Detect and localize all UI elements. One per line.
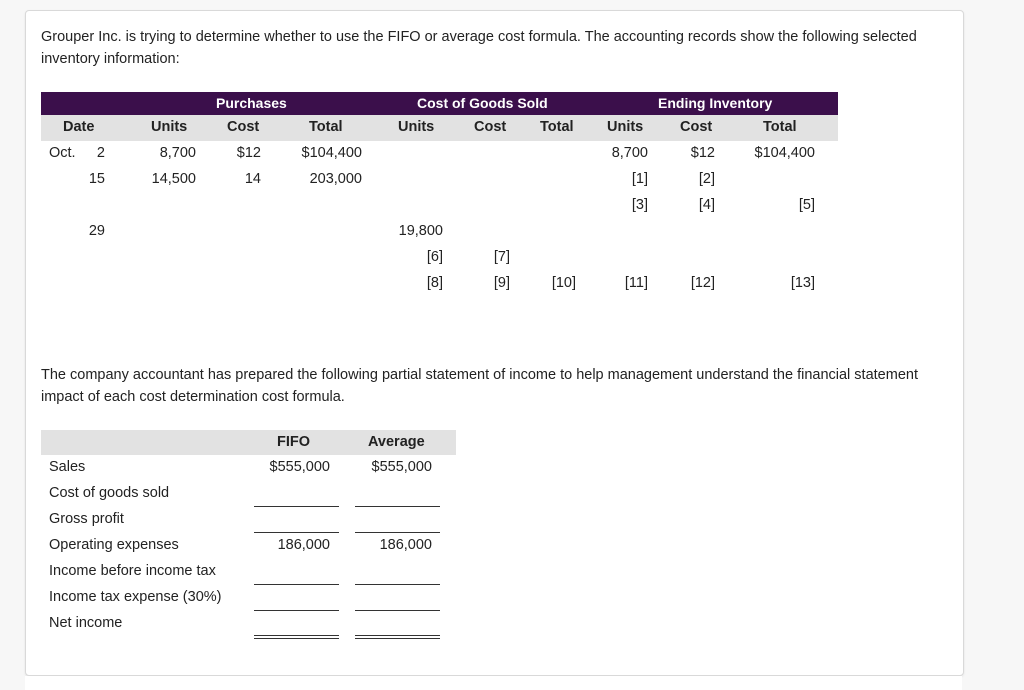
row-label: Net income	[49, 615, 123, 631]
cell-c-units: [6]	[426, 249, 443, 265]
cell-e-total: $104,400	[754, 145, 815, 161]
cell-month: Oct.	[49, 145, 76, 161]
col-c-cost: Cost	[474, 119, 507, 135]
table-row: 29 19,800	[41, 219, 838, 245]
average-gross-profit-answer-line[interactable]	[355, 532, 440, 533]
col-fifo: FIFO	[277, 434, 311, 450]
col-e-total: Total	[763, 119, 797, 135]
cell-e-cost: $12	[690, 145, 715, 161]
cell-e-units: [3]	[631, 197, 648, 213]
col-p-total: Total	[309, 119, 343, 135]
cell-c-cost: [9]	[493, 275, 510, 291]
cell-day: 2	[96, 145, 105, 161]
cell-c-cost: [7]	[493, 249, 510, 265]
cell-e-total: [13]	[790, 275, 815, 291]
group-purchases: Purchases	[216, 95, 287, 111]
fifo-income-tax-answer-line[interactable]	[254, 610, 339, 611]
col-p-units: Units	[151, 119, 188, 135]
cell-e-total: [5]	[798, 197, 815, 213]
row-label: Income before income tax	[49, 563, 216, 579]
inventory-table: Purchases Cost of Goods Sold Ending Inve…	[41, 92, 838, 297]
row-label: Operating expenses	[49, 537, 179, 553]
cell-day: 15	[88, 171, 105, 187]
group-cogs: Cost of Goods Sold	[417, 95, 548, 111]
cell-p-cost: 14	[244, 171, 261, 187]
table-row: [3] [4] [5]	[41, 193, 838, 219]
col-c-total: Total	[540, 119, 574, 135]
next-card-edge	[25, 676, 962, 690]
income-column-header: FIFO Average	[41, 430, 456, 455]
statement-text: The company accountant has prepared the …	[41, 367, 918, 405]
col-e-cost: Cost	[680, 119, 713, 135]
table-row: [6] [7]	[41, 245, 838, 271]
intro-text: Grouper Inc. is trying to determine whet…	[41, 29, 917, 67]
fifo-net-income-answer-line[interactable]	[254, 635, 339, 639]
row-label: Sales	[49, 459, 86, 475]
cell-e-cost: [4]	[698, 197, 715, 213]
cell-e-units: [1]	[631, 171, 648, 187]
income-row-gross-profit: Gross profit	[41, 507, 456, 533]
average-net-income-answer-line[interactable]	[355, 635, 440, 639]
income-row-cogs: Cost of goods sold	[41, 481, 456, 507]
average-income-before-tax-answer-line[interactable]	[355, 584, 440, 585]
row-label: Gross profit	[49, 511, 124, 527]
row-label: Cost of goods sold	[49, 485, 170, 501]
income-row-sales: Sales $555,000 $555,000	[41, 455, 456, 481]
cell-p-total: 203,000	[309, 171, 362, 187]
col-date: Date	[63, 119, 95, 135]
average-cogs-answer-line[interactable]	[355, 506, 440, 507]
group-ending-inventory: Ending Inventory	[658, 95, 773, 111]
cell-p-total: $104,400	[301, 145, 362, 161]
average-value: 186,000	[379, 537, 432, 553]
cell-e-units: [11]	[624, 275, 648, 291]
cell-p-units: 14,500	[151, 171, 196, 187]
col-p-cost: Cost	[227, 119, 260, 135]
income-statement: FIFO Average Sales $555,000 $555,000 Cos…	[41, 430, 456, 639]
income-row-income-before-tax: Income before income tax	[41, 559, 456, 585]
fifo-income-before-tax-answer-line[interactable]	[254, 584, 339, 585]
inventory-column-header: Date Units Cost Total Units Cost Total U…	[41, 115, 838, 141]
fifo-value: $555,000	[269, 459, 330, 475]
average-value: $555,000	[371, 459, 432, 475]
cell-e-cost: [2]	[698, 171, 715, 187]
col-c-units: Units	[398, 119, 435, 135]
col-average: Average	[368, 434, 425, 450]
table-row: Oct. 2 8,700 $12 $104,400 8,700 $12 $104…	[41, 141, 838, 167]
income-row-operating-expenses: Operating expenses 186,000 186,000	[41, 533, 456, 559]
cell-e-units: 8,700	[611, 145, 648, 161]
fifo-gross-profit-answer-line[interactable]	[254, 532, 339, 533]
cell-c-units: [8]	[426, 275, 443, 291]
cell-p-units: 8,700	[159, 145, 196, 161]
cell-e-cost: [12]	[690, 275, 715, 291]
table-row: [8] [9] [10] [11] [12] [13]	[41, 271, 838, 297]
average-income-tax-answer-line[interactable]	[355, 610, 440, 611]
table-row: 15 14,500 14 203,000 [1] [2]	[41, 167, 838, 193]
col-e-units: Units	[607, 119, 644, 135]
cell-p-cost: $12	[236, 145, 261, 161]
inventory-group-header: Purchases Cost of Goods Sold Ending Inve…	[41, 92, 838, 115]
row-label: Income tax expense (30%)	[49, 589, 222, 605]
fifo-value: 186,000	[277, 537, 330, 553]
cell-day: 29	[88, 223, 105, 239]
fifo-cogs-answer-line[interactable]	[254, 506, 339, 507]
question-card: Grouper Inc. is trying to determine whet…	[25, 10, 964, 676]
income-row-net-income: Net income	[41, 611, 456, 639]
income-row-income-tax-expense: Income tax expense (30%)	[41, 585, 456, 611]
cell-c-total: [10]	[551, 275, 576, 291]
cell-c-units: 19,800	[398, 223, 443, 239]
